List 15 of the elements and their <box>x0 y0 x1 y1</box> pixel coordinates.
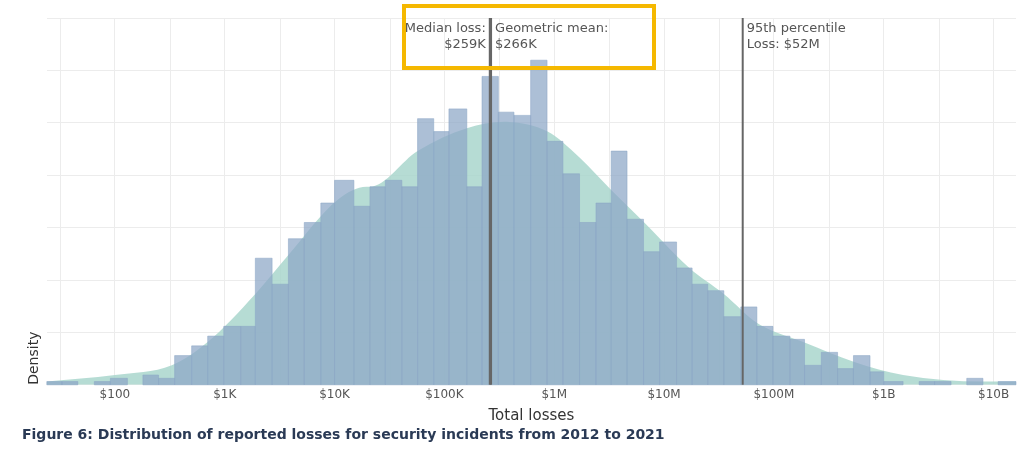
ref-line-label: Median loss: $259K <box>404 19 487 51</box>
x-tick-label: $10K <box>319 387 352 402</box>
x-tick-label: $1B <box>871 387 896 402</box>
x-tick-label: $100 <box>99 387 131 402</box>
x-tick-label: $100K <box>425 387 465 402</box>
y-axis-title: Density <box>25 331 42 385</box>
x-axis-title: Total losses <box>487 406 575 425</box>
x-tick-label: $10B <box>978 387 1010 402</box>
x-tick-label: $1K <box>213 387 238 402</box>
x-tick-label: $10M <box>647 387 681 402</box>
x-tick-label: $100M <box>753 387 795 402</box>
ref-line-label: Geometric mean: $266K <box>495 19 609 51</box>
x-tick-label: $1M <box>541 387 568 402</box>
caption: Figure 6: Distribution of reported losses for security incidents from 2012 to 2021 <box>22 426 665 443</box>
ref-line-label: 95th percentile Loss: $52M <box>746 19 846 51</box>
